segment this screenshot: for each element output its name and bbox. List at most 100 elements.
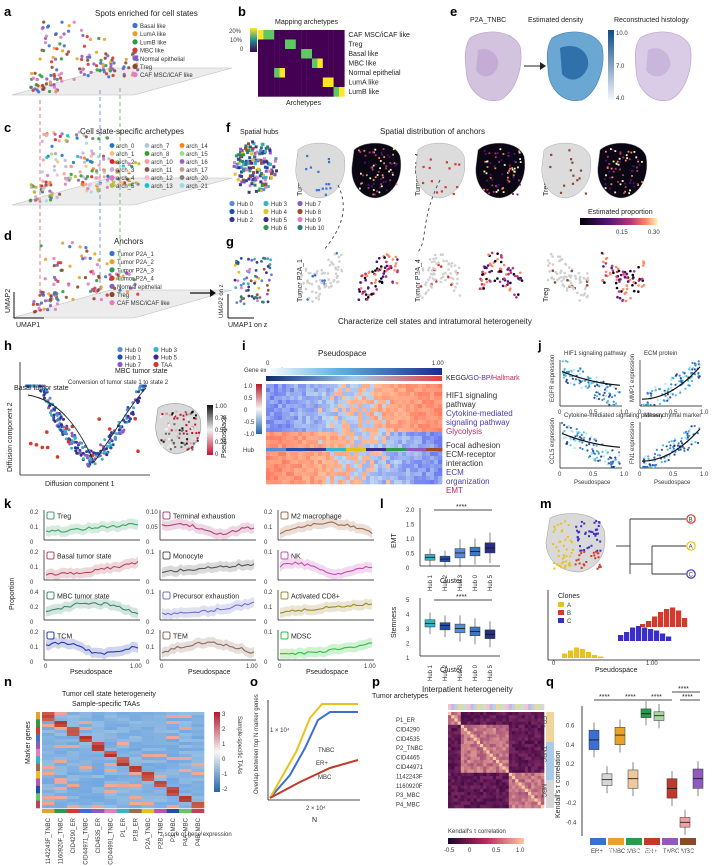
heatmap-i-cell [382, 452, 387, 457]
umap-z-spot [560, 279, 563, 283]
clone-spot [568, 563, 570, 566]
umap-z-spot [481, 270, 484, 274]
heatmap-n-cell [154, 757, 167, 761]
hub-spot [238, 159, 242, 163]
spatial-hubs-map [232, 140, 278, 194]
anchor-map-spot [394, 164, 397, 167]
heatmap-i-cell [366, 400, 371, 405]
anchor-map-spot [445, 161, 448, 164]
heatmap-i-cell [286, 392, 291, 397]
heatmap-p-cell [464, 724, 468, 729]
spot-point [88, 55, 92, 59]
heatmap-n-cell [191, 778, 205, 782]
heatmap-i-cell [294, 412, 299, 417]
pseudospace-spot [185, 442, 188, 445]
umap-z-spot [452, 289, 456, 292]
heatmap-i-cell [386, 472, 391, 477]
heatmap-i-cell [394, 420, 399, 425]
anchor-map-spot [508, 169, 511, 172]
hub-spot [253, 155, 257, 159]
heatmap-p-cell [540, 744, 545, 748]
heatmap-i-cell [306, 420, 311, 425]
heatmap-n-cell [129, 748, 142, 752]
heatmap-n-cell [191, 796, 205, 800]
heatmap-i-cell [394, 440, 399, 445]
archetype-spot-point [29, 183, 33, 187]
heatmap-n-cell [42, 760, 55, 764]
link-f-g-1 [323, 184, 344, 251]
clone-spot [560, 566, 563, 569]
heatmap-p-cell [460, 734, 465, 738]
umap-z-spot [615, 275, 618, 278]
anchor-map-spot [608, 170, 611, 173]
anchor-map-spot [622, 174, 624, 176]
pathway-terms: HIF1 signalingpathwayCytokine-mediatedsi… [446, 391, 513, 495]
anchor-map-spot [329, 187, 332, 190]
heatmap-p-cell [496, 712, 500, 716]
umap-z-spot [421, 296, 424, 299]
j-point [604, 395, 608, 398]
heatmap-i-cell [334, 444, 339, 449]
heatmap-n-cell [66, 751, 80, 755]
heatmap-n-cell [166, 727, 180, 731]
j-point [579, 446, 582, 449]
anchor-map-spot [614, 167, 617, 170]
heatmap-n-cell [104, 763, 118, 767]
hub-spot [242, 163, 246, 167]
heatmap-i-cell [314, 396, 319, 401]
heatmap-i-cell [330, 392, 335, 397]
spot-point [35, 77, 39, 82]
legend-h-right-label-0: Hub 3 [161, 348, 178, 354]
j-point [698, 364, 701, 367]
heatmap-i-cell [278, 432, 283, 437]
clone-spot [565, 560, 567, 563]
umap-z-spot [450, 283, 453, 287]
heatmap-n-cell [116, 802, 130, 806]
anchor-map-spot [364, 154, 367, 157]
heatmap-n-cell [66, 721, 80, 725]
clone-spot [589, 530, 592, 533]
heatmap-p-cell [499, 712, 503, 716]
j-point [588, 437, 592, 440]
hub-spot [237, 157, 241, 161]
taa-point [34, 443, 39, 447]
spot-point [54, 32, 58, 36]
legend-c-label-3: arch_1 [116, 152, 135, 158]
archetype-spot-point [121, 164, 125, 168]
j-point [688, 430, 691, 433]
n-col-label-0: 1142243F_TNBC [46, 817, 52, 864]
legend-d-dot-4 [109, 283, 115, 289]
anchor-map-spot [610, 183, 613, 186]
diffusion-point [78, 451, 82, 455]
heatmap-p-cell [476, 740, 481, 745]
pseudospace-spot [184, 414, 186, 417]
heatmap-n-cell [141, 745, 155, 749]
heatmap-i-cell [374, 480, 379, 485]
i-tick-1: 1.00 [432, 361, 444, 367]
heatmap-i-cell [402, 420, 407, 425]
heatmap-i-cell [390, 444, 395, 449]
heatmap-i-cell [414, 392, 419, 397]
panel-label-h: h [4, 338, 12, 353]
archetype-spot-point [107, 157, 111, 161]
anchor-spot-point [67, 283, 71, 287]
diffusion-point [111, 443, 115, 447]
umap-z-hub-spot [269, 258, 272, 262]
archetype-spot-point [127, 162, 131, 166]
heatmap-p-cell [467, 715, 471, 719]
hub-strip-cell [330, 448, 335, 451]
archetype-spot-point [91, 137, 95, 141]
clone-spot [565, 555, 568, 558]
umap-z-spot [365, 274, 369, 278]
heatmap-p-cell [454, 731, 458, 735]
anchor-map-spot [618, 157, 621, 160]
heatmap-b-cell [301, 39, 307, 50]
pseudospace-spot [168, 432, 171, 435]
heatmap-p-cell [451, 718, 455, 722]
anchor-map-spot [317, 189, 321, 192]
heatmap-i-cell [278, 412, 283, 417]
j-point [570, 438, 573, 441]
heatmap-p-cell [480, 715, 484, 719]
heatmap-i-cell [386, 412, 391, 417]
heatmap-i-cell [374, 416, 379, 421]
